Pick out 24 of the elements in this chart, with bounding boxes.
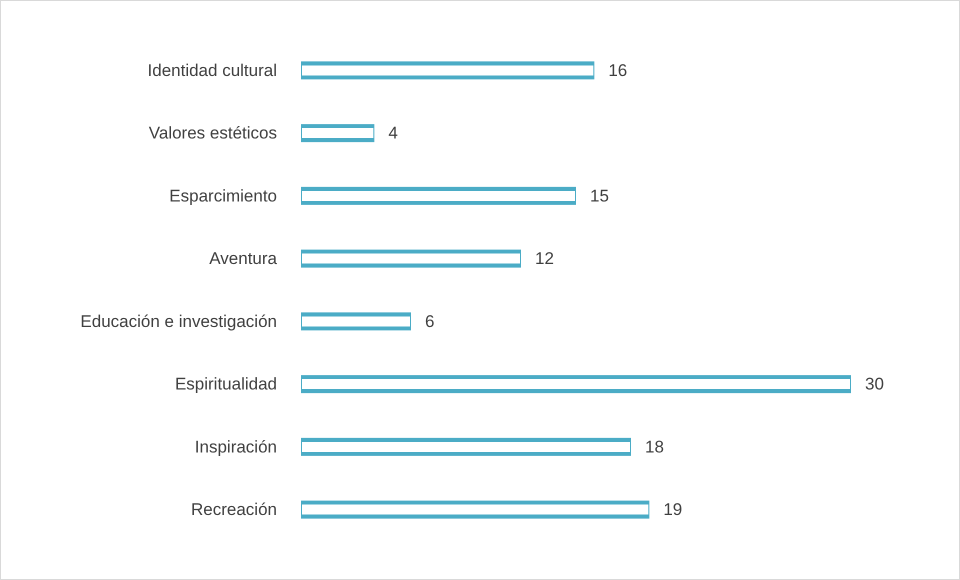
bar — [301, 186, 576, 205]
bar — [301, 124, 374, 142]
y-tick-label: Valores estéticos — [148, 124, 277, 143]
data-label: 15 — [590, 186, 609, 206]
bar — [301, 61, 594, 80]
y-tick-label: Educación e investigación — [80, 312, 277, 331]
data-label: 12 — [535, 249, 554, 268]
bar — [301, 438, 631, 456]
data-label: 16 — [608, 60, 628, 80]
y-tick-label: Recreación — [191, 500, 277, 520]
bar — [301, 500, 650, 519]
data-label: 6 — [425, 312, 434, 331]
y-tick-label: Esparcimiento — [169, 186, 277, 206]
y-tick-label: Identidad cultural — [148, 60, 277, 80]
data-label: 4 — [388, 124, 398, 143]
y-tick-label: Espiritualidad — [174, 374, 277, 394]
y-tick-label: Inspiración — [194, 437, 277, 456]
data-label: 30 — [865, 374, 884, 394]
y-tick-label: Aventura — [209, 249, 278, 268]
bar — [301, 312, 411, 330]
data-label: 19 — [663, 500, 682, 520]
bar — [301, 250, 521, 268]
data-label: 18 — [645, 437, 664, 456]
bar — [301, 375, 851, 394]
